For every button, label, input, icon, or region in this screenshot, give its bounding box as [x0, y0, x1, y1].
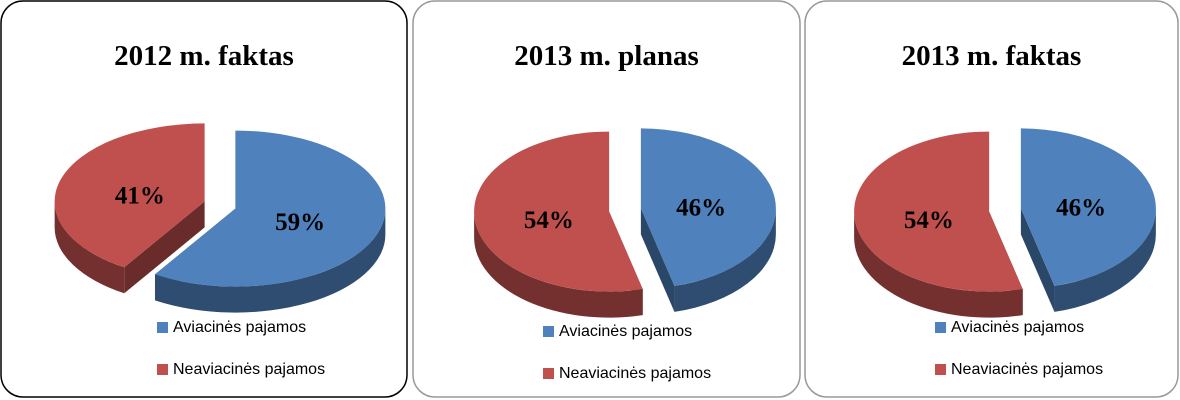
value-label: 41%: [115, 182, 165, 209]
legend-label: Aviacinės pajamos: [951, 319, 1084, 336]
slice: [640, 128, 776, 286]
chart-title: 2013 m. faktas: [902, 40, 1082, 72]
slice-side: [674, 208, 776, 312]
value-label: 46%: [676, 195, 726, 222]
slice-side: [854, 211, 1023, 318]
value-label: 59%: [275, 209, 325, 236]
slice-side: [474, 211, 643, 318]
slice-side: [1020, 208, 1055, 312]
legend-label: Neaviacinės pajamos: [173, 361, 325, 378]
legend-swatch: [935, 364, 946, 375]
legend-label: Aviacinės pajamos: [173, 319, 306, 336]
legend-label: Neaviacinės pajamos: [559, 365, 711, 382]
value-label: 46%: [1056, 195, 1106, 222]
slice-side: [54, 201, 125, 294]
value-label: 54%: [904, 207, 954, 234]
slice-side: [1054, 208, 1156, 312]
slice: [54, 123, 205, 268]
slice: [154, 130, 386, 287]
legend-swatch: [543, 368, 554, 379]
slice-side: [124, 201, 205, 294]
legend-label: Neaviacinės pajamos: [951, 361, 1103, 378]
chart-title: 2013 m. planas: [514, 40, 699, 72]
legend-swatch: [935, 322, 946, 333]
slice-side: [154, 208, 386, 313]
slice: [474, 131, 643, 292]
slice: [1020, 128, 1156, 286]
legend-swatch: [157, 364, 168, 375]
legend-label: Aviacinės pajamos: [559, 323, 692, 340]
legend-swatch: [543, 326, 554, 337]
legend-swatch: [157, 322, 168, 333]
slice-side: [640, 208, 675, 312]
slice: [854, 131, 1023, 292]
value-label: 54%: [524, 207, 574, 234]
chart-title: 2012 m. faktas: [114, 40, 294, 72]
